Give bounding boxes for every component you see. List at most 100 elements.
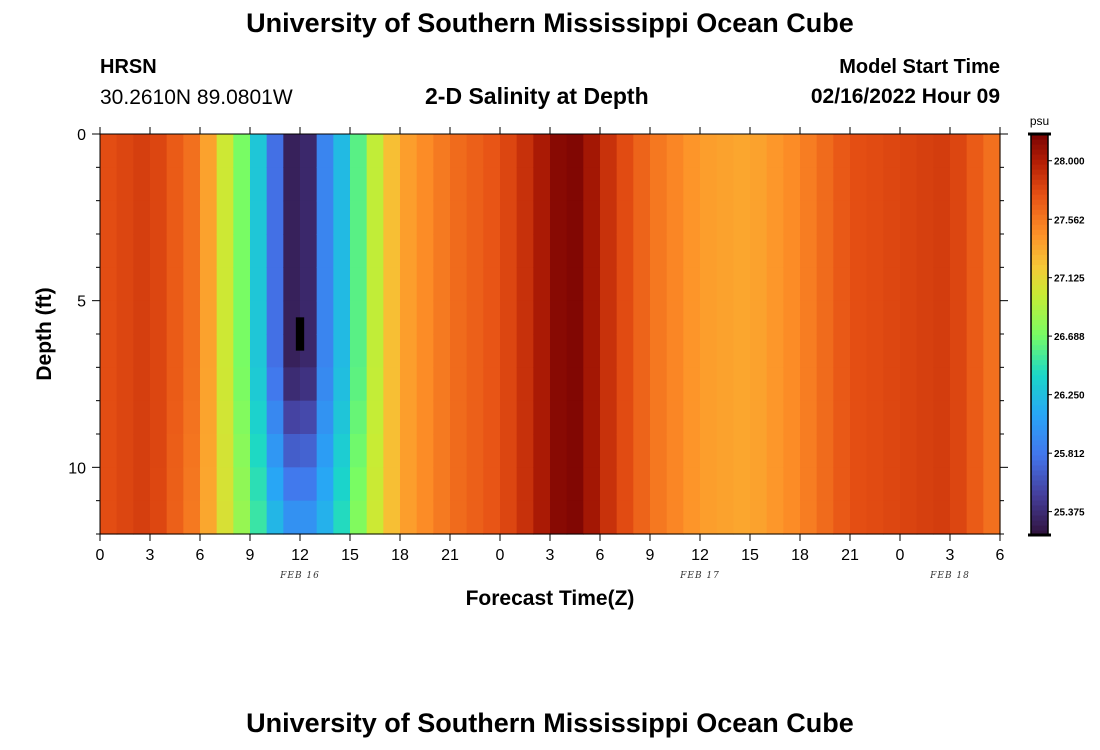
heatmap-cell (683, 367, 701, 402)
heatmap-cell (966, 267, 984, 302)
heatmap-cell (983, 134, 1001, 168)
heatmap-cell (533, 400, 551, 435)
heatmap-cell (750, 167, 768, 202)
heatmap-cell (266, 434, 284, 468)
heatmap-cell (300, 500, 318, 535)
heatmap-cell (666, 334, 684, 368)
colorbar-segment (1031, 244, 1048, 250)
x-tick-label: 3 (146, 547, 155, 564)
heatmap-cell (350, 434, 368, 468)
heatmap-cell (133, 300, 151, 335)
heatmap-cell (666, 234, 684, 268)
heatmap-cell (433, 434, 451, 468)
heatmap-cell (666, 134, 684, 168)
heatmap-cell (683, 467, 701, 502)
heatmap-cell (116, 167, 134, 202)
heatmap-cell (583, 367, 601, 402)
heatmap-cell (250, 500, 268, 535)
heatmap-cell (550, 467, 568, 502)
heatmap-cell (166, 334, 184, 368)
heatmap-cell (350, 134, 368, 168)
heatmap-cell (616, 167, 634, 202)
heatmap-cell (266, 400, 284, 435)
heatmap-cell (666, 167, 684, 202)
heatmap-cell (850, 367, 868, 402)
heatmap-cell (933, 234, 951, 268)
heatmap-cell (500, 400, 518, 435)
heatmap-cell (100, 500, 118, 535)
heatmap-cell (783, 367, 801, 402)
heatmap-cell (233, 367, 251, 402)
heatmap-cell (216, 200, 234, 235)
heatmap-cell (816, 400, 834, 435)
heatmap-cell (466, 334, 484, 368)
heatmap-cell (950, 467, 968, 502)
x-tick-label: 6 (196, 547, 205, 564)
heatmap-cell (700, 134, 718, 168)
colorbar-segment (1031, 404, 1048, 411)
heatmap-cell (833, 500, 851, 535)
heatmap-cell (166, 400, 184, 435)
colorbar-segment (1031, 489, 1048, 496)
heatmap-cell (833, 367, 851, 402)
colorbar-segment (1031, 499, 1048, 506)
heatmap-cell (983, 267, 1001, 302)
heatmap-cell (133, 467, 151, 502)
heatmap-cell (150, 300, 168, 335)
heatmap-cell (583, 467, 601, 502)
heatmap-cell (583, 434, 601, 468)
x-tick-label: 3 (946, 547, 955, 564)
heatmap-cell (566, 200, 584, 235)
heatmap-cell (933, 300, 951, 335)
heatmap-cell (766, 400, 784, 435)
heatmap-cell (116, 234, 134, 268)
x-tick-label: 21 (441, 547, 459, 564)
heatmap-cell (133, 400, 151, 435)
heatmap-cell (833, 300, 851, 335)
heatmap-cell (783, 300, 801, 335)
heatmap-cell (266, 300, 284, 335)
heatmap-cell (783, 267, 801, 302)
heatmap-cell (333, 234, 351, 268)
heatmap-cell (166, 300, 184, 335)
heatmap-cell (816, 500, 834, 535)
heatmap-cell (550, 334, 568, 368)
station-name: HRSN (100, 56, 157, 78)
heatmap-cell (150, 434, 168, 468)
heatmap-cell (716, 334, 734, 368)
heatmap-cell (283, 200, 301, 235)
heatmap-cell (366, 400, 384, 435)
heatmap-cell (583, 400, 601, 435)
heatmap-cell (366, 367, 384, 402)
heatmap-cell (166, 200, 184, 235)
heatmap-cell (100, 400, 118, 435)
heatmap-cell (583, 134, 601, 168)
heatmap-cell (933, 367, 951, 402)
heatmap-cell (383, 367, 401, 402)
heatmap-cell (650, 200, 668, 235)
heatmap-cell (733, 500, 751, 535)
heatmap-cell (516, 500, 534, 535)
heatmap-cell (933, 267, 951, 302)
heatmap-cell (633, 134, 651, 168)
heatmap-cell (250, 134, 268, 168)
heatmap-cell (400, 167, 418, 202)
heatmap-cell (183, 167, 201, 202)
heatmap-cell (600, 134, 618, 168)
heatmap-cell (166, 500, 184, 535)
colorbar-segment (1031, 194, 1048, 200)
x-axis-label: Forecast Time(Z) (466, 587, 635, 610)
heatmap-cell (700, 167, 718, 202)
heatmap-cell (650, 134, 668, 168)
heatmap-cell (366, 134, 384, 168)
heatmap-cell (516, 200, 534, 235)
heatmap-cell (316, 134, 334, 168)
heatmap-cell (833, 234, 851, 268)
heatmap-cell (633, 467, 651, 502)
heatmap-cell (633, 434, 651, 468)
heatmap-cell (816, 334, 834, 368)
heatmap-cell (983, 367, 1001, 402)
heatmap-cell (833, 334, 851, 368)
heatmap-cell (650, 467, 668, 502)
